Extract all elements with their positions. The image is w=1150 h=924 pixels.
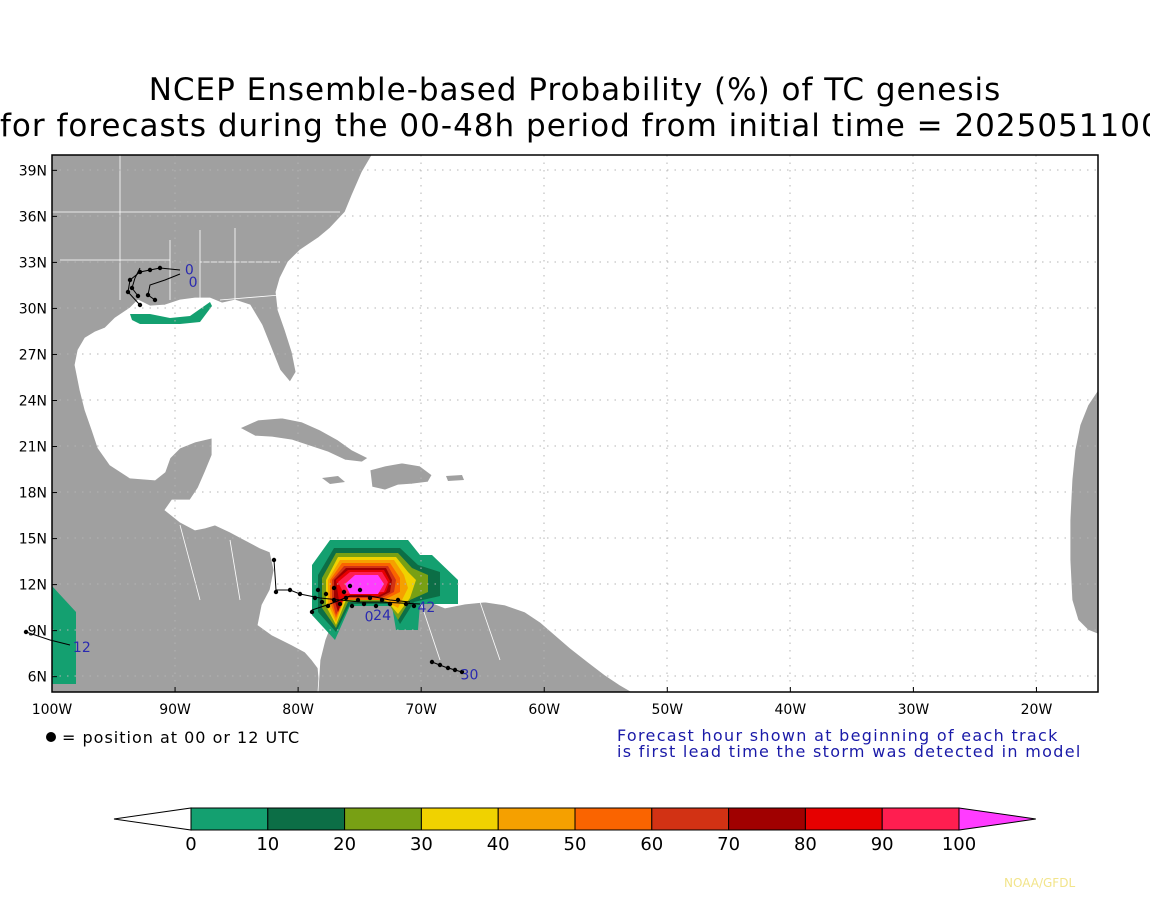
- colorbar-segments: [113, 807, 1036, 831]
- colorbar-level-label: 80: [794, 834, 817, 855]
- colorbar-overflow: [958, 807, 1036, 831]
- genesis-probability-contours: [52, 302, 458, 684]
- colorbar-level-label: 0: [185, 834, 196, 855]
- colorbar-segment: [267, 807, 346, 831]
- lon-tick-label: 80W: [282, 702, 314, 718]
- lon-tick-label: 40W: [775, 702, 807, 718]
- track-start-label: 30: [461, 668, 479, 684]
- track-start-label: 0: [189, 275, 198, 291]
- colorbar-level-label: 30: [410, 834, 433, 855]
- track-start-label: 0: [365, 609, 374, 625]
- forecast-note-line1: Forecast hour shown at beginning of each…: [617, 726, 1059, 745]
- puerto-rico-land: [446, 475, 464, 481]
- lat-tick-label: 15N: [19, 532, 47, 548]
- lon-tick-label: 90W: [159, 702, 191, 718]
- map-frame: [51, 154, 1099, 693]
- colorbar-segment: [190, 807, 269, 831]
- colorbar-level-label: 20: [333, 834, 356, 855]
- forecast-note: Forecast hour shown at beginning of each…: [617, 728, 1082, 760]
- forecast-note-line2: is first lead time the storm was detecte…: [617, 742, 1082, 761]
- position-dot-icon: [46, 732, 56, 742]
- lat-tick-label: 18N: [19, 486, 47, 502]
- colorbar-segment: [881, 807, 960, 831]
- colorbar-level-label: 10: [256, 834, 279, 855]
- lon-tick-label: 20W: [1021, 702, 1053, 718]
- track-start-label: 42: [417, 600, 435, 616]
- africa-land: [1069, 389, 1098, 635]
- colorbar-segment: [804, 807, 883, 831]
- track-start-label: 12: [73, 640, 91, 656]
- lon-tick-label: 70W: [405, 702, 437, 718]
- colorbar-segment: [497, 807, 576, 831]
- lon-tick-label: 50W: [651, 702, 683, 718]
- track-start-label: 0: [185, 263, 194, 279]
- jamaica-land: [322, 476, 345, 484]
- lon-tick-label: 30W: [898, 702, 930, 718]
- lat-tick-label: 12N: [19, 578, 47, 594]
- cuba-land: [239, 417, 369, 463]
- gulf-prob-region: [130, 302, 212, 324]
- lat-tick-label: 9N: [28, 624, 47, 640]
- colorbar-labels: 0 10 20 30 40 50 60 70 80 90 100: [185, 834, 976, 855]
- colorbar-level-label: 50: [564, 834, 587, 855]
- credit-label: NOAA/GFDL: [1004, 876, 1076, 890]
- lat-tick-label: 24N: [19, 393, 47, 409]
- colorbar-segment: [651, 807, 730, 831]
- map-title-line1: NCEP Ensemble-based Probability (%) of T…: [148, 72, 1002, 108]
- position-legend-text: = position at 00 or 12 UTC: [62, 728, 301, 747]
- colorbar-segment: [420, 807, 499, 831]
- colorbar-level-label: 60: [640, 834, 663, 855]
- lat-tick-label: 27N: [19, 347, 47, 363]
- colorbar-segment: [344, 807, 422, 831]
- colorbar-level-label: 40: [487, 834, 510, 855]
- lon-tick-label: 60W: [528, 702, 560, 718]
- caribbean-prob-peak: [345, 575, 384, 594]
- lon-axis: 100W 90W 80W 70W 60W 50W 40W 30W 20W: [32, 687, 1053, 718]
- lat-tick-label: 33N: [19, 255, 47, 271]
- hispaniola-land: [369, 462, 433, 491]
- lat-axis: 39N 36N 33N 30N 27N 24N 21N 18N 15N 12N 9N 6N: [19, 163, 57, 686]
- lat-tick-label: 6N: [28, 670, 47, 686]
- lat-tick-label: 30N: [19, 301, 47, 317]
- track-start-label: 24: [373, 608, 391, 624]
- lon-tick-label: 100W: [32, 702, 73, 718]
- lat-tick-label: 21N: [19, 440, 47, 456]
- map-title-line2: for forecasts during the 00-48h period f…: [0, 108, 1150, 144]
- colorbar-level-label: 100: [942, 834, 976, 855]
- colorbar-underflow: [113, 807, 192, 831]
- position-legend: = position at 00 or 12 UTC: [46, 728, 300, 747]
- lat-tick-label: 39N: [19, 163, 47, 179]
- storm-position-dots: [23, 265, 465, 675]
- pacific-prob-region: [52, 586, 76, 684]
- colorbar-segment: [728, 807, 806, 831]
- colorbar-level-label: 90: [871, 834, 894, 855]
- lat-tick-label: 36N: [19, 209, 47, 225]
- colorbar-segment: [574, 807, 653, 831]
- colorbar-level-label: 70: [717, 834, 740, 855]
